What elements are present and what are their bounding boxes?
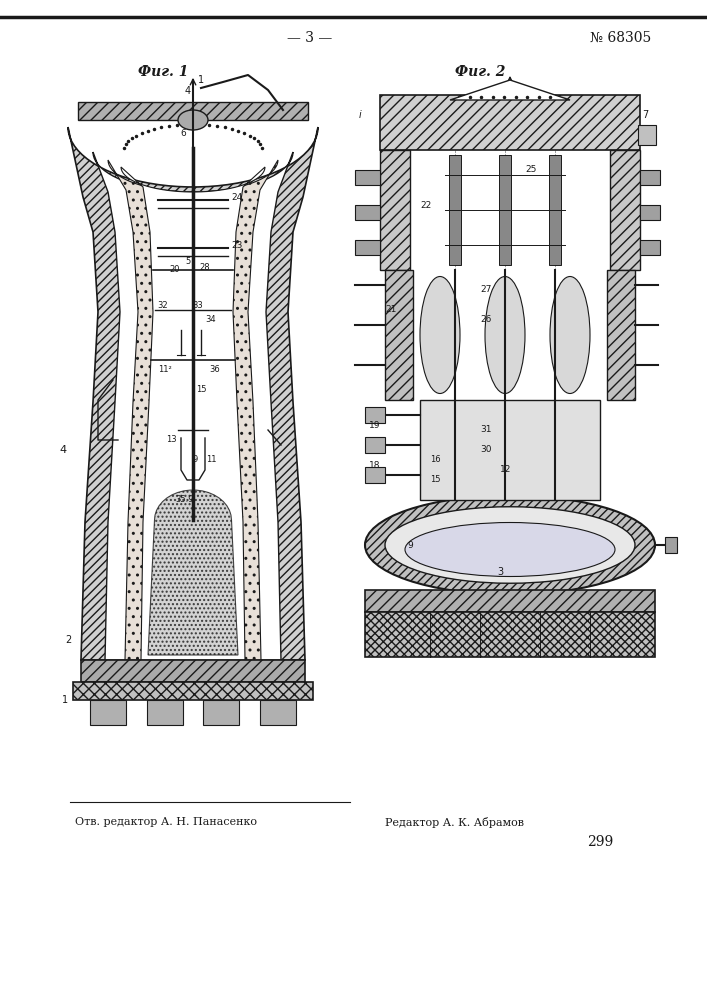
Text: 12: 12 bbox=[500, 466, 511, 475]
Text: Фиг. 1: Фиг. 1 bbox=[138, 65, 188, 79]
Ellipse shape bbox=[178, 110, 208, 130]
Text: 16: 16 bbox=[430, 456, 440, 464]
Text: 3: 3 bbox=[497, 567, 503, 577]
Text: Фиг. 2: Фиг. 2 bbox=[455, 65, 506, 79]
Polygon shape bbox=[68, 127, 318, 660]
Polygon shape bbox=[148, 490, 238, 655]
Text: 34: 34 bbox=[206, 316, 216, 324]
Text: 18: 18 bbox=[368, 460, 380, 470]
Bar bbox=[355, 240, 380, 255]
Bar bbox=[365, 590, 655, 612]
Bar bbox=[610, 150, 640, 270]
Bar bbox=[365, 467, 385, 483]
Text: 28: 28 bbox=[199, 263, 210, 272]
Ellipse shape bbox=[405, 522, 615, 576]
Bar bbox=[549, 155, 561, 265]
Text: 22: 22 bbox=[420, 200, 431, 210]
Bar bbox=[380, 95, 640, 150]
Bar bbox=[607, 270, 635, 400]
Bar bbox=[640, 170, 660, 185]
Text: 11: 11 bbox=[206, 456, 216, 464]
Ellipse shape bbox=[485, 276, 525, 393]
Bar bbox=[385, 270, 413, 400]
Text: 19: 19 bbox=[368, 420, 380, 430]
Text: 4: 4 bbox=[59, 445, 66, 455]
Text: № 68305: № 68305 bbox=[590, 31, 651, 45]
Bar bbox=[90, 700, 126, 725]
Ellipse shape bbox=[385, 507, 635, 583]
Text: i: i bbox=[358, 110, 361, 120]
Bar bbox=[355, 170, 380, 185]
Ellipse shape bbox=[550, 276, 590, 393]
Bar bbox=[355, 205, 380, 220]
Bar bbox=[665, 537, 677, 553]
Text: 1: 1 bbox=[198, 75, 204, 85]
Bar bbox=[365, 612, 655, 657]
Text: 5: 5 bbox=[185, 257, 191, 266]
Text: 15: 15 bbox=[196, 385, 206, 394]
Text: 35.9: 35.9 bbox=[176, 495, 194, 504]
Bar bbox=[147, 700, 183, 725]
Bar bbox=[420, 400, 600, 500]
Text: 299: 299 bbox=[587, 835, 613, 849]
Text: Редактор А. К. Абрамов: Редактор А. К. Абрамов bbox=[385, 816, 524, 828]
Bar bbox=[81, 660, 305, 682]
Ellipse shape bbox=[365, 495, 655, 594]
Text: 11²: 11² bbox=[158, 365, 172, 374]
Polygon shape bbox=[450, 80, 570, 100]
Text: 25: 25 bbox=[525, 165, 537, 174]
Ellipse shape bbox=[420, 276, 460, 393]
Text: 20: 20 bbox=[170, 265, 180, 274]
Text: 30: 30 bbox=[480, 446, 491, 454]
Bar bbox=[499, 155, 511, 265]
Text: 32: 32 bbox=[158, 300, 168, 310]
Text: 6: 6 bbox=[180, 128, 186, 137]
Text: 15: 15 bbox=[430, 476, 440, 485]
Text: 26: 26 bbox=[480, 316, 491, 324]
Bar bbox=[73, 682, 313, 700]
Bar bbox=[638, 125, 656, 145]
Text: 4: 4 bbox=[185, 86, 191, 96]
Bar bbox=[203, 700, 239, 725]
Polygon shape bbox=[108, 160, 278, 660]
Text: 7: 7 bbox=[642, 110, 648, 120]
Polygon shape bbox=[121, 167, 265, 660]
Text: 36: 36 bbox=[209, 365, 221, 374]
Bar bbox=[365, 407, 385, 423]
Text: 13: 13 bbox=[165, 436, 176, 444]
Text: 1: 1 bbox=[62, 695, 68, 705]
Bar bbox=[78, 102, 308, 120]
Text: — 3 —: — 3 — bbox=[287, 31, 332, 45]
Text: 33: 33 bbox=[192, 300, 204, 310]
Text: 21: 21 bbox=[385, 306, 397, 314]
Text: 9: 9 bbox=[407, 540, 413, 550]
Text: Отв. редактор А. Н. Панасенко: Отв. редактор А. Н. Панасенко bbox=[75, 817, 257, 827]
Text: 31: 31 bbox=[480, 426, 491, 434]
Polygon shape bbox=[93, 152, 293, 660]
Bar bbox=[365, 437, 385, 453]
Text: 23: 23 bbox=[231, 241, 243, 250]
Text: 9: 9 bbox=[192, 456, 198, 464]
Bar bbox=[449, 155, 461, 265]
Text: 2: 2 bbox=[65, 635, 71, 645]
Bar bbox=[640, 205, 660, 220]
Bar bbox=[380, 150, 410, 270]
Text: 27: 27 bbox=[480, 286, 491, 294]
Bar bbox=[260, 700, 296, 725]
Text: 24: 24 bbox=[231, 194, 243, 202]
Bar bbox=[640, 240, 660, 255]
